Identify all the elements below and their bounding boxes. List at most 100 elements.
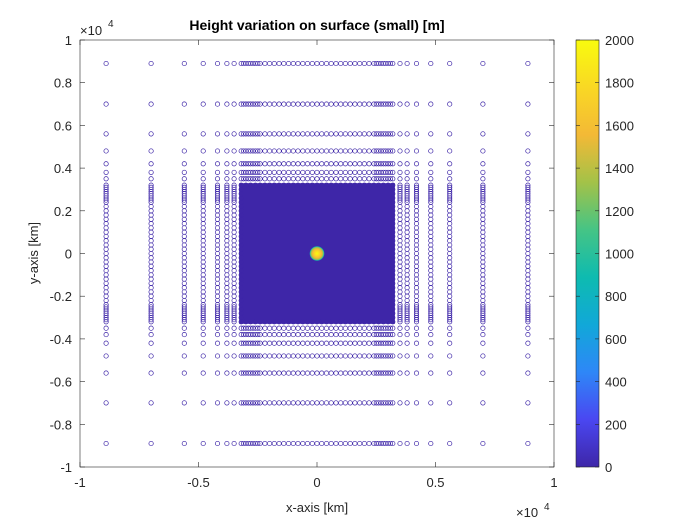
- data-marker: [231, 332, 237, 338]
- data-marker: [352, 340, 358, 346]
- data-marker: [319, 400, 325, 406]
- data-marker: [200, 60, 206, 67]
- data-marker: [404, 325, 410, 331]
- data-marker: [250, 340, 256, 346]
- data-marker: [248, 340, 254, 346]
- data-marker: [383, 400, 389, 406]
- data-marker: [281, 319, 287, 325]
- data-marker: [200, 131, 206, 137]
- x-exponent: ×10 4: [516, 502, 550, 520]
- data-marker: [224, 440, 230, 447]
- data-marker: [148, 400, 154, 406]
- data-marker: [352, 169, 358, 175]
- data-marker: [231, 325, 237, 331]
- data-marker: [404, 169, 410, 175]
- data-marker: [480, 440, 486, 447]
- data-marker: [304, 400, 311, 406]
- data-marker: [376, 176, 382, 182]
- data-marker: [342, 161, 348, 167]
- data-marker: [319, 148, 325, 154]
- data-marker: [480, 400, 486, 406]
- chart-title: Height variation on surface (small) [m]: [189, 17, 444, 33]
- data-marker: [319, 440, 325, 447]
- data-marker: [304, 319, 311, 325]
- data-marker: [525, 353, 531, 359]
- data-marker: [319, 131, 325, 137]
- data-marker: [404, 161, 410, 167]
- data-marker: [248, 176, 254, 182]
- data-marker: [257, 176, 263, 182]
- data-marker: [397, 304, 403, 310]
- data-marker: [366, 131, 372, 137]
- data-marker: [103, 60, 109, 67]
- data-marker: [328, 325, 334, 331]
- data-marker: [376, 400, 382, 406]
- x-axis-label: x-axis [km]: [286, 500, 348, 515]
- data-marker: [413, 325, 420, 331]
- data-marker: [231, 148, 237, 154]
- data-marker: [255, 161, 261, 167]
- data-marker: [428, 60, 434, 67]
- data-marker: [295, 182, 301, 188]
- data-marker: [271, 370, 277, 376]
- data-marker: [148, 325, 154, 331]
- data-marker: [181, 440, 187, 447]
- data-marker: [181, 176, 187, 182]
- data-marker: [224, 353, 230, 359]
- data-marker: [295, 332, 301, 338]
- data-marker: [271, 60, 277, 67]
- data-marker: [224, 148, 230, 154]
- data-marker: [390, 148, 396, 154]
- data-marker: [231, 131, 237, 137]
- data-marker: [319, 332, 325, 338]
- data-marker: [103, 304, 109, 310]
- data-marker: [103, 325, 109, 331]
- data-marker: [248, 60, 254, 67]
- data-marker: [231, 161, 237, 167]
- colorbar-tick-label: 0: [605, 460, 612, 475]
- data-marker: [200, 148, 206, 154]
- data-marker: [447, 101, 453, 107]
- data-marker: [525, 332, 531, 338]
- data-marker: [352, 60, 358, 67]
- data-marker: [304, 101, 311, 107]
- data-marker: [342, 148, 348, 154]
- data-marker: [281, 182, 287, 188]
- data-marker: [103, 148, 109, 154]
- data-marker: [181, 148, 187, 154]
- data-marker: [214, 182, 221, 188]
- data-marker: [480, 176, 486, 182]
- data-marker: [319, 353, 325, 359]
- data-marker: [387, 340, 394, 346]
- data-marker: [281, 340, 287, 346]
- data-marker: [148, 184, 154, 190]
- data-marker: [281, 176, 287, 182]
- data-marker: [103, 340, 109, 346]
- data-marker: [428, 325, 434, 331]
- data-marker: [281, 400, 287, 406]
- data-marker: [200, 182, 206, 188]
- data-marker: [397, 131, 403, 137]
- data-marker: [428, 131, 434, 137]
- data-marker: [214, 161, 221, 167]
- data-marker: [240, 340, 247, 346]
- data-marker: [352, 131, 358, 137]
- data-marker: [304, 370, 311, 376]
- data-marker: [214, 400, 221, 406]
- data-marker: [148, 169, 154, 175]
- data-marker: [328, 176, 334, 182]
- data-marker: [328, 101, 334, 107]
- data-marker: [248, 182, 254, 188]
- data-marker: [181, 325, 187, 331]
- data-marker: [248, 131, 254, 137]
- data-marker: [248, 148, 254, 154]
- data-marker: [250, 161, 256, 167]
- data-marker: [319, 182, 325, 188]
- data-marker: [342, 60, 348, 67]
- data-marker: [304, 131, 311, 137]
- data-marker: [342, 332, 348, 338]
- data-marker: [404, 101, 410, 107]
- data-marker: [257, 131, 263, 137]
- data-marker: [352, 332, 358, 338]
